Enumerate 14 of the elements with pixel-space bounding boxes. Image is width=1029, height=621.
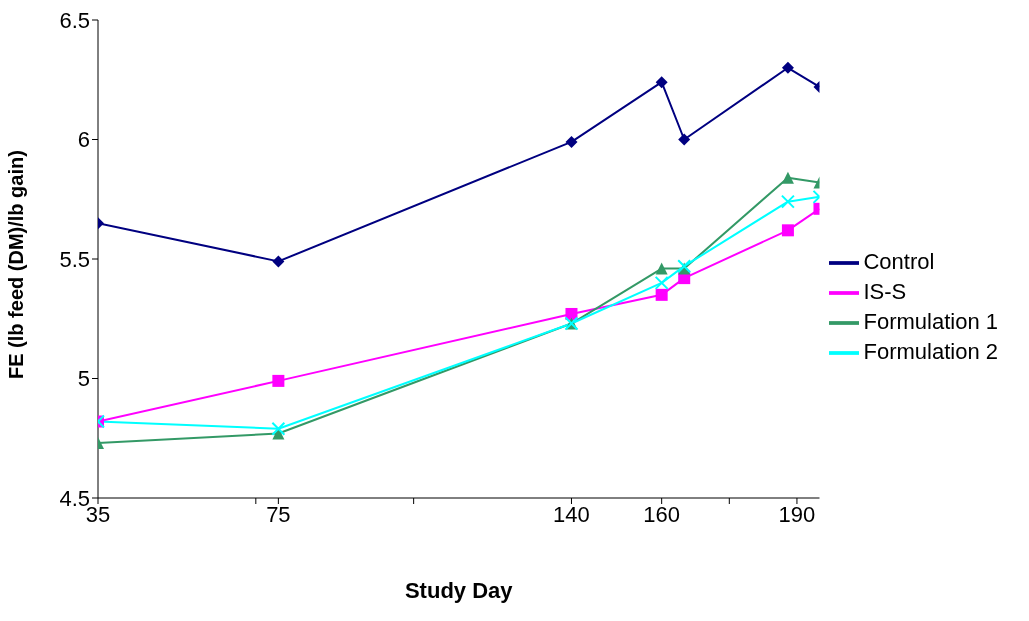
x-tick-label: 75 bbox=[266, 501, 291, 527]
x-tick-label: 140 bbox=[553, 501, 590, 527]
x-tick-label: 190 bbox=[778, 501, 816, 527]
legend-label: Formulation 1 bbox=[863, 308, 998, 334]
y-tick-label: 6 bbox=[77, 127, 90, 153]
y-tick-label: 5.5 bbox=[59, 246, 90, 272]
y-tick-label: 5 bbox=[77, 366, 90, 392]
legend-label: Control bbox=[863, 248, 935, 274]
y-axis-title: FE (lb feed (DM)/lb gain) bbox=[5, 150, 28, 379]
legend-label: IS-S bbox=[863, 278, 907, 304]
legend-label: Formulation 2 bbox=[863, 338, 998, 364]
y-tick-label: 6.5 bbox=[59, 7, 90, 33]
x-axis-title: Study Day bbox=[404, 578, 514, 603]
x-tick-label: 160 bbox=[643, 501, 681, 527]
